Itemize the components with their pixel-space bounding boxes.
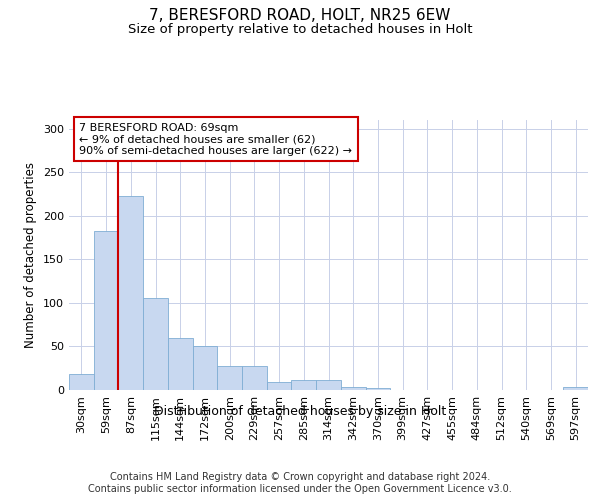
Bar	[143, 298, 168, 390]
Bar	[168, 338, 193, 390]
Bar	[193, 346, 217, 390]
Bar	[341, 386, 365, 390]
Bar	[217, 366, 242, 390]
Bar	[316, 380, 341, 390]
Bar	[69, 374, 94, 390]
Text: Contains HM Land Registry data © Crown copyright and database right 2024.
Contai: Contains HM Land Registry data © Crown c…	[88, 472, 512, 494]
Bar	[94, 230, 118, 390]
Bar	[267, 382, 292, 390]
Bar	[242, 366, 267, 390]
Bar	[292, 380, 316, 390]
Text: Size of property relative to detached houses in Holt: Size of property relative to detached ho…	[128, 22, 472, 36]
Text: 7, BERESFORD ROAD, HOLT, NR25 6EW: 7, BERESFORD ROAD, HOLT, NR25 6EW	[149, 8, 451, 22]
Y-axis label: Number of detached properties: Number of detached properties	[25, 162, 37, 348]
Bar	[563, 388, 588, 390]
Text: 7 BERESFORD ROAD: 69sqm
← 9% of detached houses are smaller (62)
90% of semi-det: 7 BERESFORD ROAD: 69sqm ← 9% of detached…	[79, 122, 352, 156]
Bar	[118, 196, 143, 390]
Text: Distribution of detached houses by size in Holt: Distribution of detached houses by size …	[154, 405, 446, 418]
Bar	[365, 388, 390, 390]
